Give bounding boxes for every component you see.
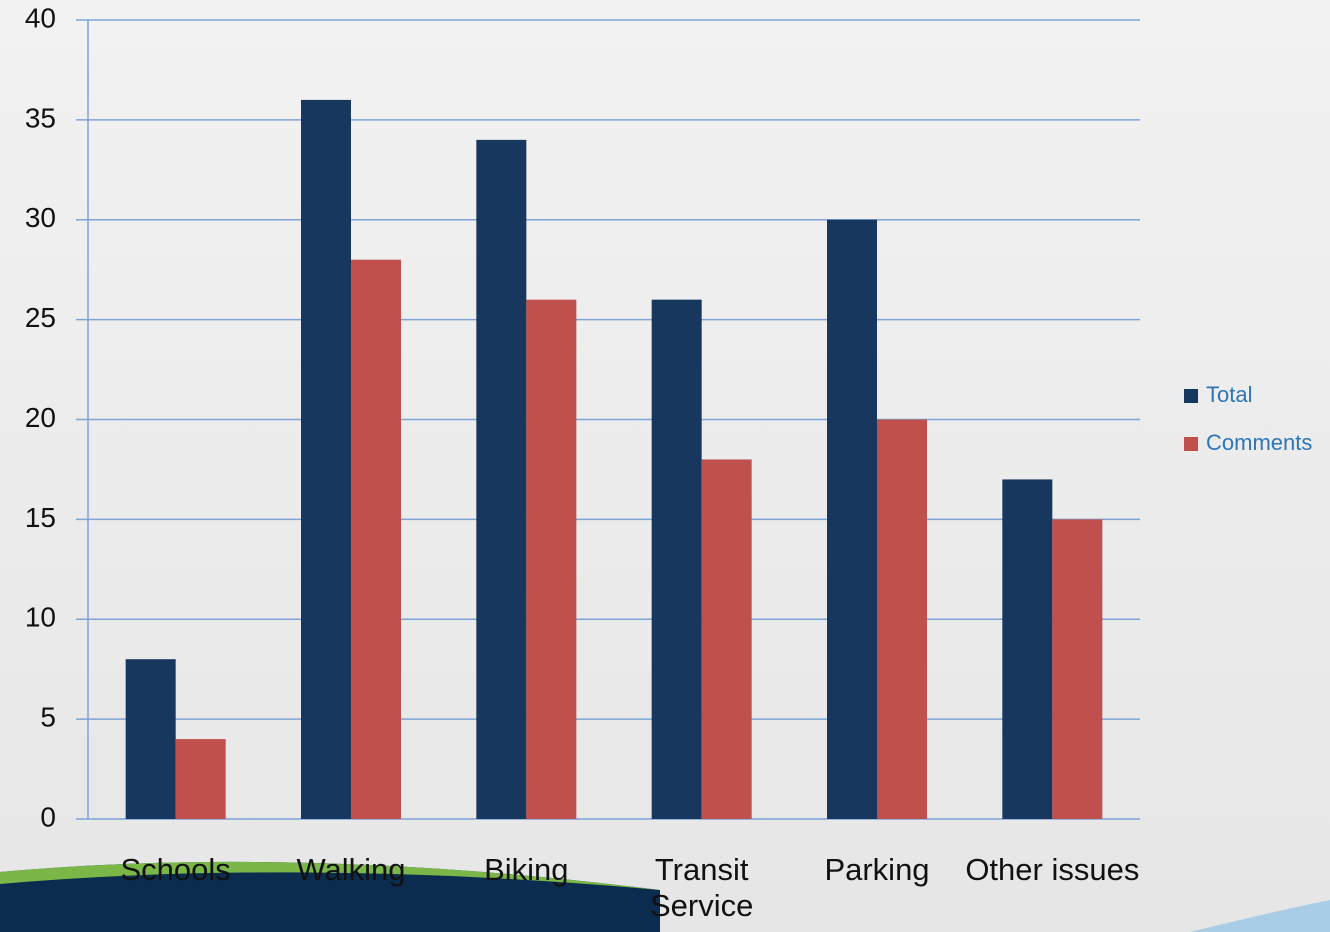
bar	[526, 299, 577, 819]
bar	[827, 219, 877, 819]
bar	[877, 419, 927, 819]
y-tick-label: 20	[25, 402, 56, 433]
bar	[651, 299, 702, 819]
x-tick-label: Transit Service	[649, 852, 754, 923]
x-tick-label: Other issues	[965, 852, 1140, 887]
y-tick-label: 10	[25, 602, 56, 633]
bar	[175, 739, 226, 819]
decor-swoosh	[1190, 900, 1330, 932]
legend-label: Total	[1206, 382, 1252, 407]
y-tick-label: 30	[25, 202, 56, 233]
x-tick-label: Walking	[296, 852, 406, 887]
bar	[1002, 479, 1053, 819]
y-tick-label: 5	[40, 702, 56, 733]
legend-swatch	[1184, 437, 1198, 451]
bar	[701, 459, 752, 819]
x-tick-label: Parking	[824, 852, 930, 887]
bar	[351, 259, 401, 819]
y-tick-label: 15	[25, 502, 56, 533]
decor-swoosh	[0, 861, 660, 890]
legend-swatch	[1184, 389, 1198, 403]
bar	[125, 659, 176, 819]
y-tick-label: 40	[25, 2, 56, 33]
bar	[476, 139, 527, 820]
decor-swoosh	[0, 861, 660, 932]
x-tick-label: Biking	[484, 852, 569, 887]
x-tick-label: Schools	[120, 852, 231, 887]
y-tick-label: 0	[40, 801, 56, 832]
bar	[1052, 519, 1103, 819]
legend-label: Comments	[1206, 430, 1312, 455]
y-tick-label: 35	[25, 102, 56, 133]
y-tick-label: 25	[25, 302, 56, 333]
bar	[301, 99, 351, 819]
